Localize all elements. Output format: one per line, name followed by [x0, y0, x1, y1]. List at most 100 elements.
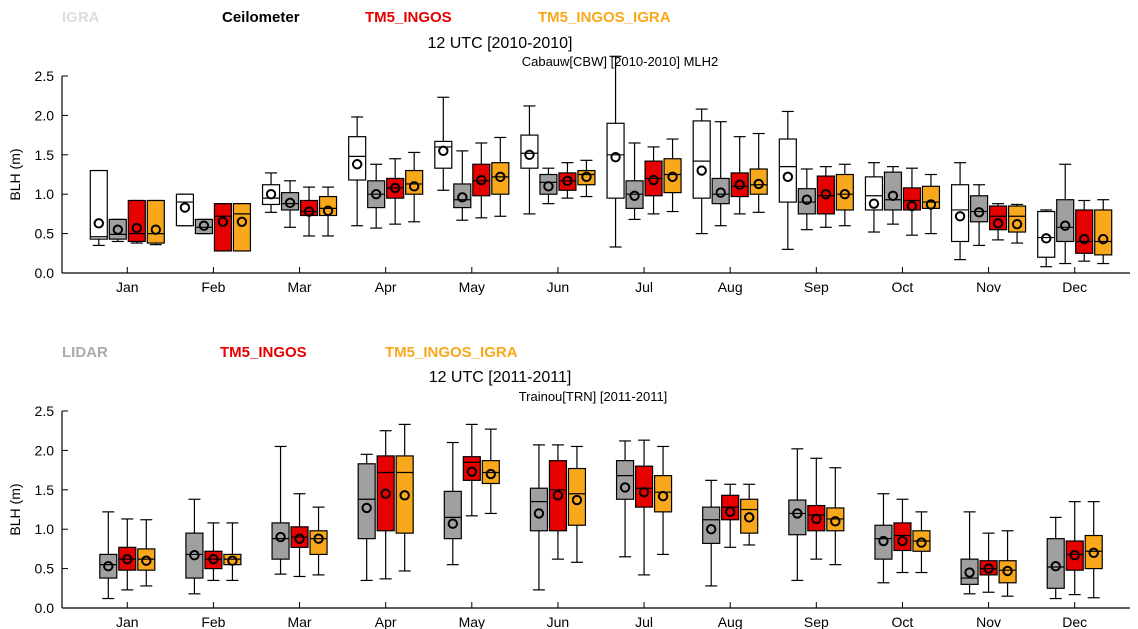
mean-marker — [275, 531, 286, 543]
x-tick-label: Jul — [635, 614, 653, 629]
mean-marker — [878, 535, 889, 547]
mean-marker — [236, 216, 248, 227]
mean-marker — [93, 218, 104, 229]
mean-marker — [992, 218, 1004, 229]
box-jul-tm5-ingos-igra — [653, 445, 673, 556]
mean-marker — [150, 224, 161, 235]
box-nov-ceilometer — [969, 184, 989, 247]
mean-marker — [610, 151, 621, 163]
box-aug-tm5-ingos-igra — [740, 483, 759, 546]
mean-marker — [571, 494, 583, 506]
mean-marker — [294, 533, 305, 544]
iqr-box — [1046, 538, 1065, 589]
iqr-box — [615, 460, 635, 500]
box-apr-tm5-ingos-igra — [395, 423, 414, 572]
y-tick-label: 0.0 — [35, 265, 55, 281]
iqr-box — [261, 184, 281, 206]
mean-marker — [227, 555, 238, 566]
mean-marker — [801, 194, 813, 205]
box-may-igra — [434, 96, 453, 191]
mean-marker — [1050, 561, 1061, 572]
box-sep-tm5-ingos-igra — [835, 163, 854, 227]
box-aug-ceilometer — [711, 121, 730, 227]
mean-marker — [820, 189, 832, 200]
box-may-tm5-ingos — [472, 142, 491, 219]
y-tick-label: 2.5 — [35, 403, 55, 419]
box-jun-tm5-ingos-igra — [577, 159, 596, 198]
box-dec-ceilometer — [1056, 163, 1075, 265]
mean-marker — [1069, 550, 1080, 561]
mean-marker — [581, 171, 592, 183]
box-jul-tm5-ingos — [634, 439, 654, 576]
box-oct-tm5-ingos — [902, 167, 922, 236]
mean-marker — [361, 502, 372, 514]
box-apr-tm5-ingos-igra — [405, 151, 424, 223]
box-sep-tm5-ingos — [816, 166, 835, 228]
iqr-box — [807, 504, 826, 532]
box-apr-igra — [348, 116, 367, 227]
box-jan-tm5-ingos — [127, 199, 146, 244]
iqr-box — [730, 172, 749, 198]
mean-marker — [1079, 233, 1090, 245]
x-tick-label: Jun — [547, 614, 570, 629]
box-mar-ceilometer — [280, 180, 300, 228]
mean-marker — [552, 490, 564, 501]
box-jun-ceilometer — [539, 167, 558, 205]
mean-marker — [351, 159, 363, 170]
legend-entry: TM5_INGOS — [220, 344, 307, 361]
box-feb-tm5-ingos-igra — [232, 203, 252, 252]
box-nov-tm5-ingos — [979, 532, 998, 593]
x-tick-label: Feb — [201, 279, 225, 295]
y-tick-label: 1.5 — [35, 482, 55, 498]
box-jun-lidar — [529, 444, 549, 591]
chart-subtitle: Trainou[TRN] [2011-2011] — [519, 389, 668, 404]
iqr-box — [1075, 209, 1094, 254]
mean-marker — [811, 513, 822, 525]
mean-marker — [217, 216, 229, 227]
box-jan-ceilometer — [108, 218, 127, 243]
iqr-box — [740, 498, 759, 534]
box-jul-lidar — [615, 440, 635, 558]
box-mar-igra — [261, 172, 281, 213]
iqr-box — [108, 218, 127, 240]
iqr-box — [663, 158, 682, 194]
box-jun-igra — [520, 105, 539, 215]
mean-marker — [466, 466, 478, 477]
box-mar-tm5-ingos — [290, 493, 309, 578]
box-jun-tm5-ingos — [558, 162, 577, 199]
mean-marker — [638, 486, 650, 498]
box-aug-igra — [692, 108, 711, 235]
box-oct-igra — [864, 162, 884, 233]
box-feb-ceilometer — [194, 218, 214, 235]
box-sep-tm5-ingos — [807, 457, 826, 560]
mean-marker — [457, 192, 468, 203]
y-tick-label: 0.5 — [35, 561, 55, 577]
box-aug-tm5-ingos-igra — [749, 132, 768, 213]
mean-marker — [1011, 218, 1023, 230]
y-tick-label: 0.5 — [35, 226, 55, 242]
mean-marker — [533, 508, 545, 519]
iqr-box — [376, 455, 395, 532]
iqr-box — [902, 187, 922, 211]
x-tick-label: Sep — [804, 279, 829, 295]
box-may-lidar — [443, 441, 462, 566]
box-jan-tm5-ingos-igra — [146, 199, 165, 246]
mean-marker — [313, 533, 324, 544]
box-mar-lidar — [271, 445, 290, 575]
y-tick-label: 1.0 — [35, 521, 55, 537]
x-tick-label: May — [459, 279, 485, 295]
mean-marker — [1041, 233, 1052, 244]
mean-marker — [954, 211, 966, 222]
mean-marker — [1060, 220, 1071, 231]
y-tick-label: 2.5 — [35, 68, 55, 84]
mean-marker — [447, 518, 459, 529]
mean-marker — [112, 224, 123, 235]
chart-subtitle: Cabauw[CBW] [2010-2010] MLH2 — [522, 54, 719, 69]
mean-marker — [495, 171, 506, 183]
mean-marker — [830, 516, 841, 527]
box-oct-tm5-ingos-igra — [921, 173, 941, 235]
iqr-box — [998, 560, 1017, 584]
mean-marker — [438, 145, 449, 157]
mean-marker — [380, 488, 391, 499]
